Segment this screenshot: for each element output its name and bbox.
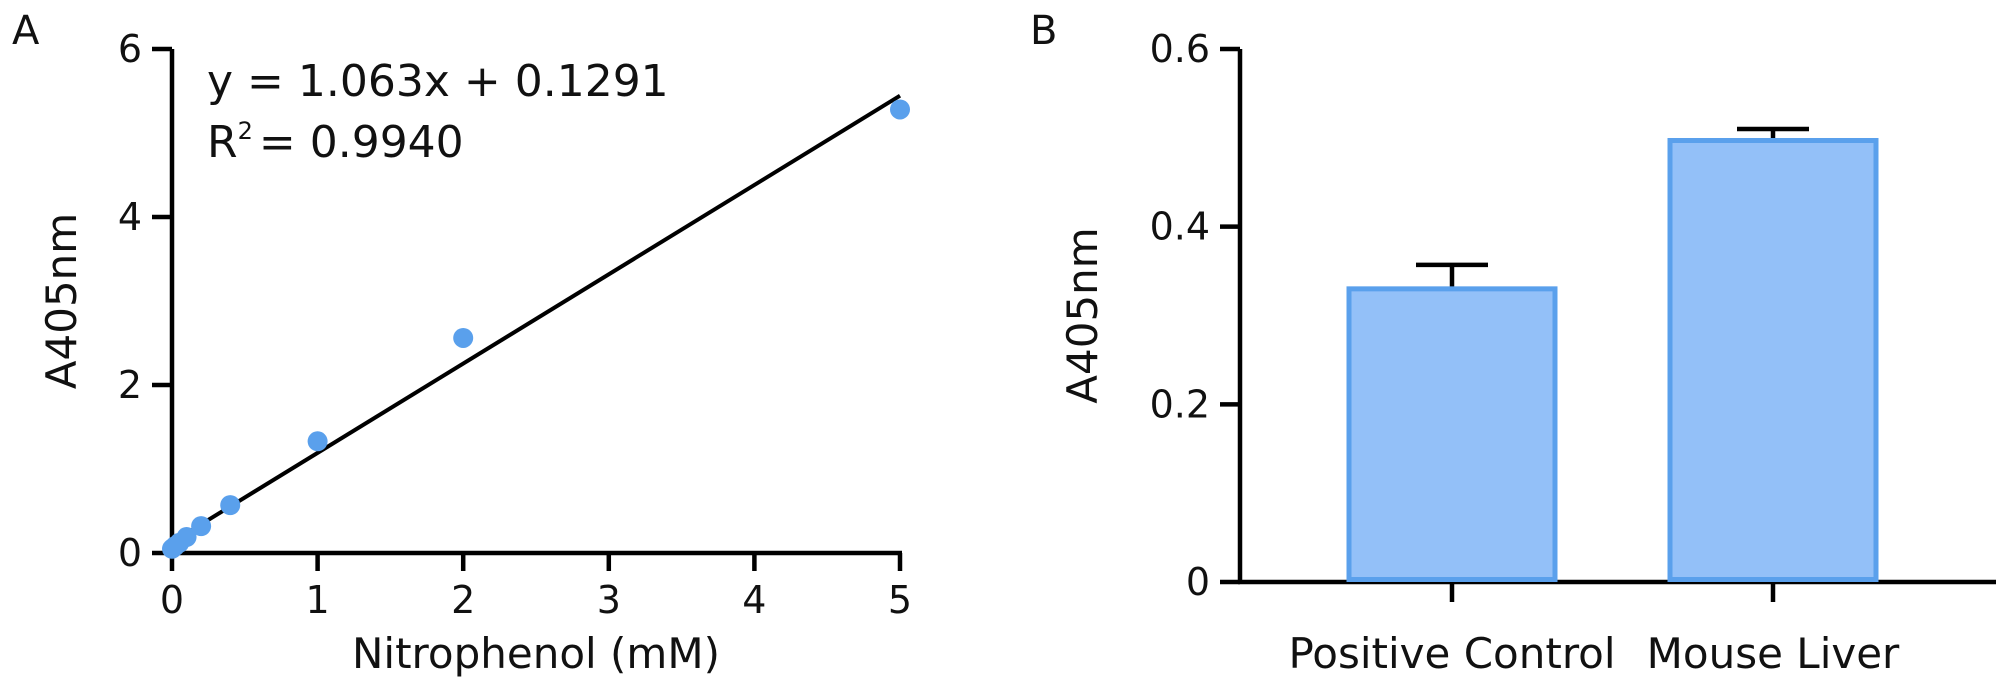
y-tick-label: 0.4: [1150, 205, 1210, 249]
data-point: [307, 431, 328, 452]
bar-mouse-liver: [1667, 137, 1879, 583]
y-tick-label: 4: [118, 195, 142, 239]
x-tick-label: 2: [451, 578, 475, 622]
panel-a-scatter-chart: A 0 2 4 6 0 1 2 3 4 5 Nitrophenol (mM) A405nm y = 1.…: [12, 8, 912, 678]
x-tick-label: 0: [160, 578, 184, 622]
data-point: [220, 495, 241, 516]
r-squared-value: = 0.9940: [259, 117, 464, 168]
y-tick-label: 0.2: [1150, 382, 1210, 426]
r-squared-prefix: R: [207, 117, 238, 168]
y-tick-label: 6: [118, 27, 142, 71]
x-tick-label: 4: [742, 578, 766, 622]
y-tick-label: 0: [118, 531, 142, 575]
x-tick-label: 3: [597, 578, 621, 622]
data-point: [191, 516, 212, 537]
r-squared-label: R2 = 0.9940: [207, 117, 464, 168]
y-tick-label: 0.6: [1150, 27, 1210, 71]
r-squared-superscript: 2: [238, 117, 253, 145]
y-tick-label: 2: [118, 363, 142, 407]
data-point: [176, 527, 197, 548]
data-point: [890, 99, 910, 120]
fit-equation: y = 1.063x + 0.1291: [207, 56, 669, 107]
panel-a-label: A: [12, 8, 40, 54]
y-axis-title: A405nm: [1058, 227, 1107, 403]
x-tick-label: 5: [888, 578, 912, 622]
panel-b-bar-chart: B 0 0.2 0.4 0.6 A405nm Positive Control Mouse …: [1030, 8, 1996, 678]
x-category-label: Mouse Liver: [1647, 629, 1900, 678]
x-axis-title: Nitrophenol (mM): [352, 629, 720, 678]
x-tick-label: 1: [306, 578, 330, 622]
bar-positive-control: [1346, 286, 1558, 582]
panel-b-label: B: [1030, 8, 1057, 54]
x-category-label: Positive Control: [1288, 629, 1615, 678]
y-tick-label: 0: [1186, 560, 1210, 604]
fit-line: [170, 93, 902, 544]
data-point: [453, 327, 474, 348]
y-axis-title: A405nm: [37, 213, 86, 389]
